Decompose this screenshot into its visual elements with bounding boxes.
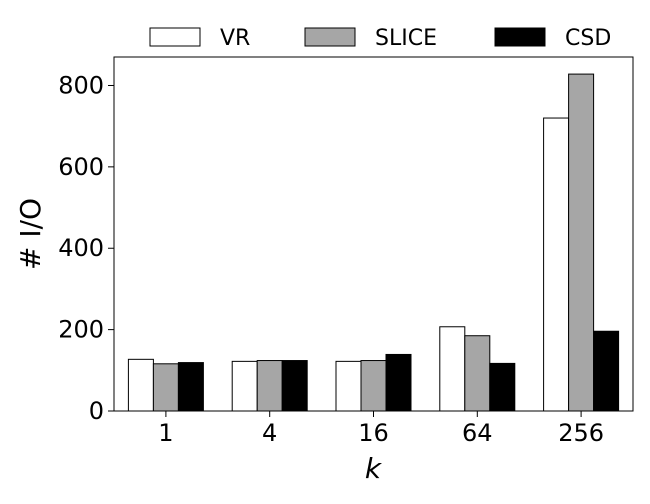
x-tick-label-64: 64 (462, 419, 493, 447)
bar-csd-4 (281, 360, 308, 412)
legend-swatch-vr (149, 27, 201, 47)
y-axis: 0 200 400 600 800 (58, 71, 114, 425)
x-tick-label-256: 256 (558, 419, 604, 447)
bars (127, 73, 620, 412)
x-tick-label-4: 4 (262, 419, 277, 447)
bar-csd-1 (177, 362, 204, 412)
bar-vr-1 (127, 358, 154, 412)
bar-slice-1 (152, 363, 179, 412)
x-tick-label-1: 1 (158, 419, 173, 447)
legend-label-slice: SLICE (375, 26, 437, 51)
bar-vr-256 (543, 117, 570, 412)
bar-vr-4 (231, 360, 258, 412)
bar-slice-16 (360, 360, 387, 412)
bar-csd-256 (593, 330, 620, 412)
bar-slice-256 (568, 73, 595, 412)
bar-slice-64 (464, 335, 491, 412)
y-tick-label-800: 800 (58, 71, 104, 99)
bar-slice-4 (256, 360, 283, 412)
y-axis-label: # I/O (14, 198, 47, 270)
bar-csd-16 (385, 353, 412, 412)
y-tick-label-600: 600 (58, 153, 104, 181)
y-tick-label-200: 200 (58, 316, 104, 344)
x-axis: 1 4 16 64 256 (158, 411, 604, 447)
bar-vr-16 (335, 360, 362, 412)
bar-csd-64 (489, 362, 516, 412)
legend-label-vr: VR (220, 26, 250, 51)
legend-swatch-csd (494, 27, 546, 47)
y-tick-label-400: 400 (58, 234, 104, 262)
bar-vr-64 (439, 326, 466, 412)
legend-label-csd: CSD (565, 26, 611, 51)
y-tick-label-0: 0 (89, 397, 104, 425)
legend: VR SLICE CSD (149, 26, 611, 51)
x-tick-label-16: 16 (358, 419, 389, 447)
legend-swatch-slice (304, 27, 356, 47)
x-axis-label: k (365, 452, 383, 485)
